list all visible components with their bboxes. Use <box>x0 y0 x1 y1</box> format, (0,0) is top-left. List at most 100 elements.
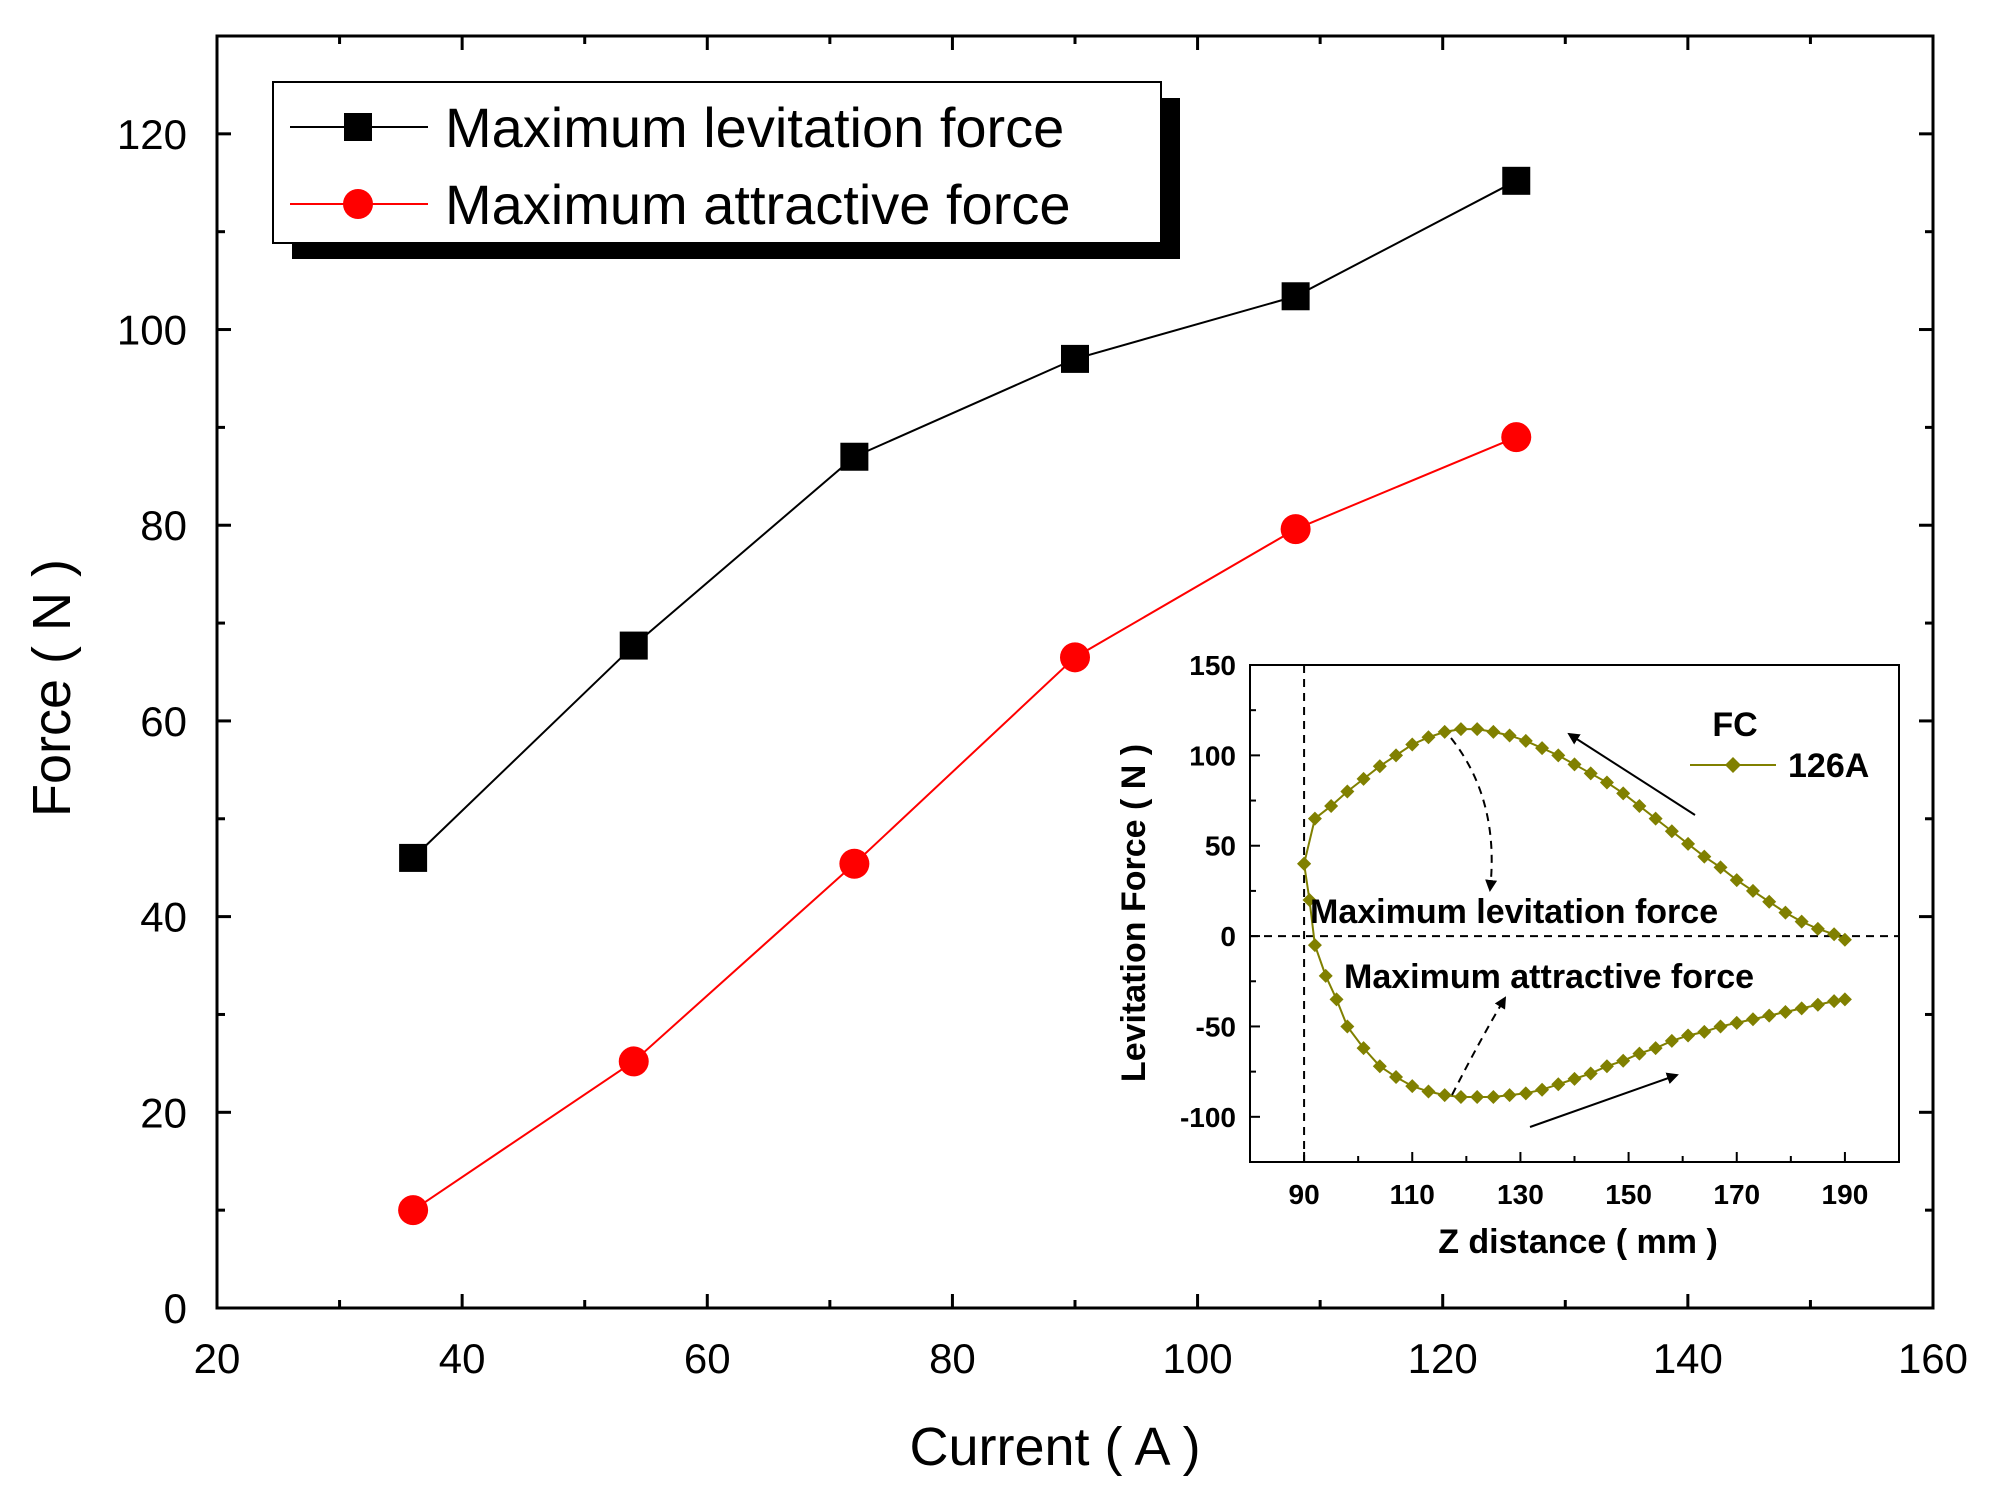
inset-x-tick-label: 110 <box>1390 1179 1435 1210</box>
inset-data-point <box>1356 1041 1371 1056</box>
inset-data-point <box>1297 856 1312 871</box>
inset-data-point <box>1713 1019 1728 1034</box>
main-plot: 20 40 60 80 100 120 140 160 0 20 40 60 80 100 120 Cur… <box>22 34 1968 1477</box>
inset-data-point <box>1356 771 1371 786</box>
data-point-levitation <box>619 631 648 660</box>
main-series-group <box>398 166 1532 1226</box>
inset-y-tick-label: 150 <box>1189 650 1236 681</box>
main-x-tick-label: 120 <box>1408 1335 1478 1382</box>
inset-data-point <box>1372 759 1387 774</box>
inset-data-point <box>1616 786 1631 801</box>
inset-data-point <box>1421 1084 1436 1099</box>
inset-x-tick-label: 90 <box>1289 1179 1320 1210</box>
inset-data-point <box>1827 994 1842 1009</box>
inset-data-point <box>1810 997 1825 1012</box>
inset-data-point <box>1745 1012 1760 1027</box>
data-point-attractive <box>618 1046 649 1077</box>
inset-data-point <box>1837 932 1852 947</box>
inset-x-axis: 90 110 130 150 170 190 <box>1249 1152 1900 1210</box>
inset-data-point <box>1405 1079 1420 1094</box>
inset-y-tick-label: -50 <box>1196 1011 1236 1042</box>
data-point-levitation <box>399 843 428 872</box>
main-y-axis: 0 20 40 60 80 100 120 <box>117 34 1933 1332</box>
inset-y-axis: -100 -50 0 50 100 150 <box>1180 650 1260 1163</box>
inset-data-point <box>1794 914 1809 929</box>
approach-direction-arrow <box>1567 732 1696 816</box>
inset-data-point <box>1470 1089 1485 1104</box>
main-x-tick-label: 40 <box>439 1335 486 1382</box>
inset-data-point <box>1421 730 1436 745</box>
data-point-attractive <box>1280 514 1311 545</box>
annotation-max-levitation: Maximum levitation force <box>1310 893 1718 931</box>
inset-data-point <box>1681 1028 1696 1043</box>
data-point-attractive <box>839 848 870 879</box>
inset-data-point <box>1453 1089 1468 1104</box>
inset-data-point <box>1389 748 1404 763</box>
inset-y-axis-title: Levitation Force ( N ) <box>1115 744 1153 1082</box>
inset-x-tick-label: 190 <box>1822 1179 1869 1210</box>
inset-data-point <box>1567 757 1582 772</box>
inset-data-point <box>1437 1088 1452 1103</box>
main-x-tick-label: 160 <box>1898 1335 1968 1382</box>
main-x-tick-label: 140 <box>1653 1335 1723 1382</box>
inset-data-point <box>1340 784 1355 799</box>
inset-data-point <box>1794 1001 1809 1016</box>
inset-y-tick-label: 50 <box>1205 831 1236 862</box>
main-y-axis-title: Force ( N ) <box>22 559 82 817</box>
withdraw-direction-arrow <box>1529 1072 1679 1128</box>
main-y-tick-label: 20 <box>140 1089 187 1136</box>
inset-data-point <box>1599 1059 1614 1074</box>
inset-plot: 90 110 130 150 170 190 -100 -50 0 50 100 150 Z dis… <box>1115 650 1900 1261</box>
inset-data-point <box>1307 811 1322 826</box>
legend-marker-levitation <box>344 113 372 141</box>
inset-data-point <box>1697 849 1712 864</box>
inset-x-tick-label: 130 <box>1497 1179 1544 1210</box>
inset-data-point <box>1486 1089 1501 1104</box>
inset-data-point <box>1405 737 1420 752</box>
legend-label-levitation: Maximum levitation force <box>445 96 1064 159</box>
inset-data-point <box>1502 728 1517 743</box>
inset-y-tick-label: 0 <box>1220 921 1236 952</box>
inset-data-point <box>1535 1082 1550 1097</box>
inset-data-point <box>1713 860 1728 875</box>
main-y-tick-label: 120 <box>117 111 187 158</box>
inset-data-point <box>1453 722 1468 737</box>
inset-y-tick-label: 100 <box>1189 740 1236 771</box>
main-x-tick-label: 60 <box>684 1335 731 1382</box>
legend-label-attractive: Maximum attractive force <box>445 173 1071 236</box>
inset-data-point <box>1697 1024 1712 1039</box>
inset-data-point <box>1329 992 1344 1007</box>
main-x-tick-label: 100 <box>1163 1335 1233 1382</box>
main-y-tick-label: 0 <box>164 1285 187 1332</box>
inset-data-point <box>1648 1041 1663 1056</box>
annotation-max-attractive: Maximum attractive force <box>1344 958 1754 996</box>
inset-data-point <box>1632 1046 1647 1061</box>
series-line-1 <box>412 436 1517 1211</box>
data-point-levitation <box>1281 282 1310 311</box>
inset-data-point <box>1307 938 1322 953</box>
inset-data-point <box>1664 824 1679 839</box>
inset-series-group <box>1297 722 1852 1104</box>
inset-data-point <box>1599 775 1614 790</box>
main-y-tick-label: 60 <box>140 698 187 745</box>
data-point-levitation <box>840 442 869 471</box>
data-point-levitation <box>1502 166 1531 195</box>
inset-data-point <box>1389 1070 1404 1085</box>
data-point-attractive <box>1060 642 1090 673</box>
inset-legend-marker <box>1725 757 1741 773</box>
inset-data-point <box>1583 766 1598 781</box>
main-y-tick-label: 80 <box>140 502 187 549</box>
arrow-to-attractive-label <box>1451 996 1507 1096</box>
inset-data-point <box>1318 968 1333 983</box>
legend-box <box>272 81 1162 244</box>
main-x-axis-title: Current ( A ) <box>909 1417 1200 1477</box>
main-y-tick-label: 40 <box>140 894 187 941</box>
inset-data-point <box>1340 1019 1355 1034</box>
legend-marker-attractive <box>343 189 373 219</box>
arrow-to-levitation-label <box>1450 737 1498 892</box>
inset-data-point <box>1583 1066 1598 1081</box>
inset-legend-title: FC <box>1712 706 1757 744</box>
inset-data-point <box>1745 883 1760 898</box>
inset-x-axis-title: Z distance ( mm ) <box>1438 1223 1718 1261</box>
